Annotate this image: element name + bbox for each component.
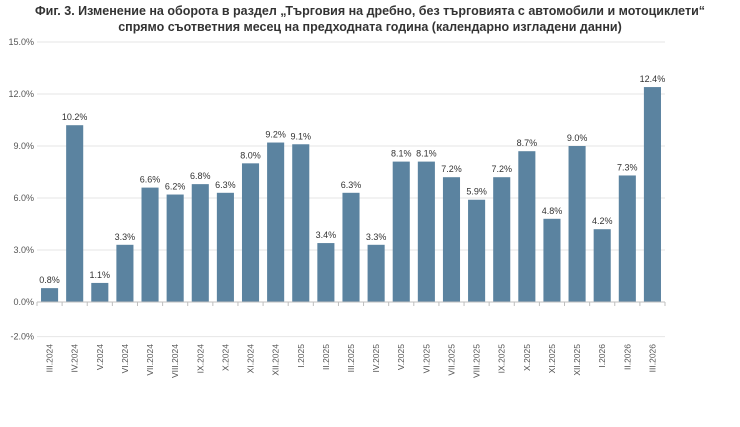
chart-title: Фиг. 3. Изменение на оборота в раздел „Т… (34, 4, 706, 18)
y-tick-label: 3.0% (13, 245, 34, 255)
x-tick-label: III.2024 (45, 344, 55, 373)
bar (643, 87, 661, 302)
x-tick-label: VI.2025 (421, 344, 431, 374)
bar (367, 244, 385, 302)
data-label: 6.8% (190, 171, 211, 181)
bar (317, 243, 335, 302)
bar (568, 146, 586, 302)
bar (468, 199, 486, 302)
x-tick-label: III.2026 (647, 344, 657, 373)
y-tick-label: 6.0% (13, 193, 34, 203)
bar (493, 177, 511, 302)
x-tick-label: IX.2024 (195, 344, 205, 374)
x-tick-label: IV.2024 (70, 344, 80, 373)
data-label: 3.3% (115, 232, 136, 242)
data-label: 9.0% (567, 133, 588, 143)
x-tick-label: XII.2024 (271, 344, 281, 376)
chart-title-block: Фиг. 3. Изменение на оборота в раздел „Т… (0, 3, 740, 35)
data-label: 3.3% (366, 232, 387, 242)
bar (417, 161, 435, 302)
bar (191, 184, 209, 302)
y-tick-label: 15.0% (8, 37, 34, 47)
data-label: 9.2% (265, 130, 286, 140)
x-tick-label: III.2025 (346, 344, 356, 373)
bar (66, 125, 84, 302)
y-tick-label: -2.0% (10, 332, 34, 342)
x-tick-label: VIII.2024 (170, 344, 180, 378)
data-label: 7.3% (617, 162, 638, 172)
x-tick-label: V.2024 (95, 344, 105, 370)
bar (342, 192, 360, 302)
x-tick-label: VII.2025 (446, 344, 456, 376)
data-label: 6.3% (341, 180, 362, 190)
bar (41, 288, 59, 302)
x-tick-label: XI.2025 (547, 344, 557, 374)
chart-subtitle: спрямо съответния месец на предходната г… (118, 20, 622, 34)
y-tick-label: 9.0% (13, 141, 34, 151)
data-label: 1.1% (90, 270, 111, 280)
data-label: 0.8% (39, 275, 60, 285)
bar (216, 192, 234, 302)
bar (618, 175, 636, 302)
x-tick-label: X.2024 (220, 344, 230, 371)
x-tick-label: X.2025 (522, 344, 532, 371)
bar (91, 282, 109, 302)
bar (116, 244, 134, 302)
data-label: 6.6% (140, 175, 161, 185)
data-label: 6.2% (165, 182, 186, 192)
data-label: 4.8% (542, 206, 563, 216)
x-tick-label: V.2025 (396, 344, 406, 370)
x-tick-label: I.2026 (597, 344, 607, 368)
data-label: 8.0% (240, 150, 261, 160)
y-tick-label: 0.0% (13, 297, 34, 307)
data-label: 4.2% (592, 216, 613, 226)
data-label: 3.4% (316, 230, 337, 240)
x-tick-label: VII.2024 (145, 344, 155, 376)
bar (267, 142, 285, 302)
x-tick-label: XI.2024 (246, 344, 256, 374)
x-tick-label: XII.2025 (572, 344, 582, 376)
bar (292, 144, 310, 302)
bar (593, 229, 611, 302)
data-label: 7.2% (441, 164, 462, 174)
x-tick-label: II.2026 (622, 344, 632, 370)
x-tick-label: IX.2025 (497, 344, 507, 374)
bar (166, 194, 184, 302)
bar (442, 177, 461, 302)
x-tick-label: VIII.2025 (472, 344, 482, 378)
bar (518, 151, 536, 302)
bar (392, 161, 410, 302)
data-label: 8.1% (391, 149, 412, 159)
x-tick-label: II.2025 (321, 344, 331, 370)
x-tick-label: IV.2025 (371, 344, 381, 373)
data-label: 8.1% (416, 149, 437, 159)
bar (543, 218, 561, 302)
data-label: 6.3% (215, 180, 236, 190)
data-label: 7.2% (491, 164, 512, 174)
y-tick-label: 12.0% (8, 89, 34, 99)
bar (241, 163, 260, 302)
x-tick-label: VI.2024 (120, 344, 130, 374)
x-tick-label: I.2025 (296, 344, 306, 368)
data-label: 8.7% (517, 138, 538, 148)
data-label: 12.4% (640, 74, 666, 84)
data-label: 9.1% (291, 131, 312, 141)
bar (141, 187, 159, 302)
data-label: 5.9% (466, 187, 487, 197)
data-label: 10.2% (62, 112, 88, 122)
